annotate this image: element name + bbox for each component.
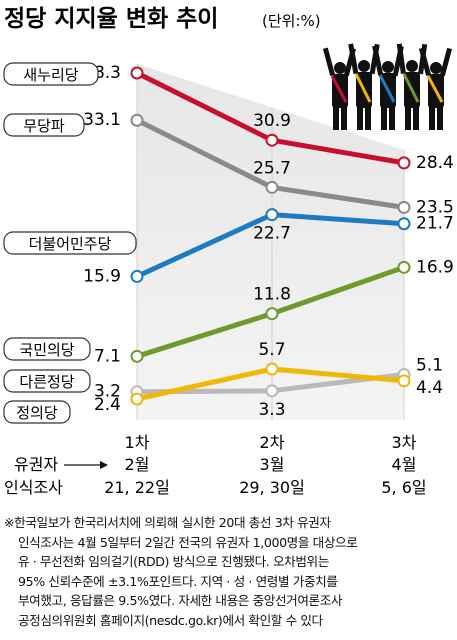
chart-title: 정당 지지율 변화 추이: [4, 6, 218, 32]
data-label: 3.2: [94, 382, 121, 402]
unit-label: (단위:%): [262, 12, 321, 30]
series-tag: 국민의당: [3, 337, 91, 361]
data-label: 30.9: [253, 111, 291, 131]
series-tag: 더불어민주당: [3, 231, 137, 255]
data-label: 22.7: [253, 224, 291, 244]
supporters-illustration: [322, 43, 453, 130]
line-chart: 정당 지지율 변화 추이 (단위:%): [3, 6, 454, 497]
data-point: [265, 133, 279, 147]
x-tick-label: 5, 6일: [381, 478, 426, 497]
x-tick-label: 3월: [260, 455, 285, 474]
series-name: 정의당: [16, 404, 58, 422]
series-name: 더불어민주당: [29, 235, 112, 253]
note-line: 부여했고, 응답률은 9.5%였다. 자세한 내용은 중앙선거여론조사: [18, 593, 343, 608]
data-label: 25.7: [253, 158, 291, 178]
data-point: [130, 349, 144, 363]
x-tick-label: 2차: [260, 433, 285, 452]
x-prefix-label: 인식조사: [4, 478, 63, 497]
series-name: 국민의당: [19, 341, 74, 359]
series-name: 다른정당: [19, 373, 74, 391]
note-line: 인식조사는 4월 5일부터 2일간 전국의 유권자 1,000명을 대상으로: [18, 534, 358, 550]
data-point: [265, 362, 279, 376]
data-label: 11.8: [253, 285, 291, 305]
value-labels: 38.330.928.433.125.723.515.922.7 21.77.11…: [83, 63, 454, 420]
data-label: 5.1: [416, 355, 443, 375]
note-line: 95% 신뢰수준에 ±3.1%포인트다. 지역 · 성 · 연령별 가중치를: [18, 573, 338, 589]
data-point: [130, 113, 144, 127]
data-point: [397, 217, 411, 231]
data-point: [130, 269, 144, 283]
series-tag: 다른정당: [3, 369, 91, 393]
x-prefix-label: 유권자: [14, 455, 58, 474]
data-label: 28.4: [416, 153, 454, 173]
data-point: [265, 180, 279, 194]
data-label: 7.1: [94, 346, 121, 366]
data-label: 15.9: [83, 266, 121, 286]
series-name: 새누리당: [23, 66, 78, 84]
x-tick-label: 3차: [392, 433, 417, 452]
data-label: 5.7: [258, 340, 285, 360]
data-label: 21.7: [416, 214, 454, 234]
note-line: ※한국일보가 한국리서치에 의뢰해 실시한 20대 총선 3차 유권자: [4, 515, 331, 530]
note-line: 유 · 무선전화 임의걸기(RDD) 방식으로 진행됐다. 오차범위는: [18, 554, 329, 569]
series-name: 무당파: [23, 117, 65, 135]
data-label: 2.4: [94, 395, 121, 415]
series-points: [130, 66, 411, 406]
data-point: [397, 200, 411, 214]
arrow-head-icon: [100, 461, 108, 469]
data-point: [265, 384, 279, 398]
data-label: 33.1: [83, 110, 121, 130]
data-point: [265, 208, 279, 222]
x-tick-label: 1차: [125, 433, 150, 452]
data-label: 3.3: [258, 400, 285, 420]
note-line: 공정심의위원회 홈페이지(nesdc.go.kr)에서 확인할 수 있다: [18, 612, 323, 628]
series-tag: 정의당: [3, 400, 71, 424]
data-point: [397, 260, 411, 274]
series-tag: 무당파: [3, 113, 85, 137]
x-tick-label: 29, 30일: [239, 478, 305, 497]
data-point: [130, 392, 144, 406]
data-label: 4.4: [416, 378, 443, 398]
x-tick-label: 21, 22일: [104, 478, 170, 497]
data-label: 16.9: [416, 257, 454, 277]
data-point: [265, 307, 279, 321]
data-point: [397, 156, 411, 170]
series-tag: 새누리당: [3, 62, 99, 86]
x-tick-label: 4월: [392, 455, 417, 474]
data-point: [130, 66, 144, 80]
data-label: 23.5: [416, 197, 454, 217]
x-tick-label: 2월: [125, 455, 150, 474]
data-point: [397, 374, 411, 388]
